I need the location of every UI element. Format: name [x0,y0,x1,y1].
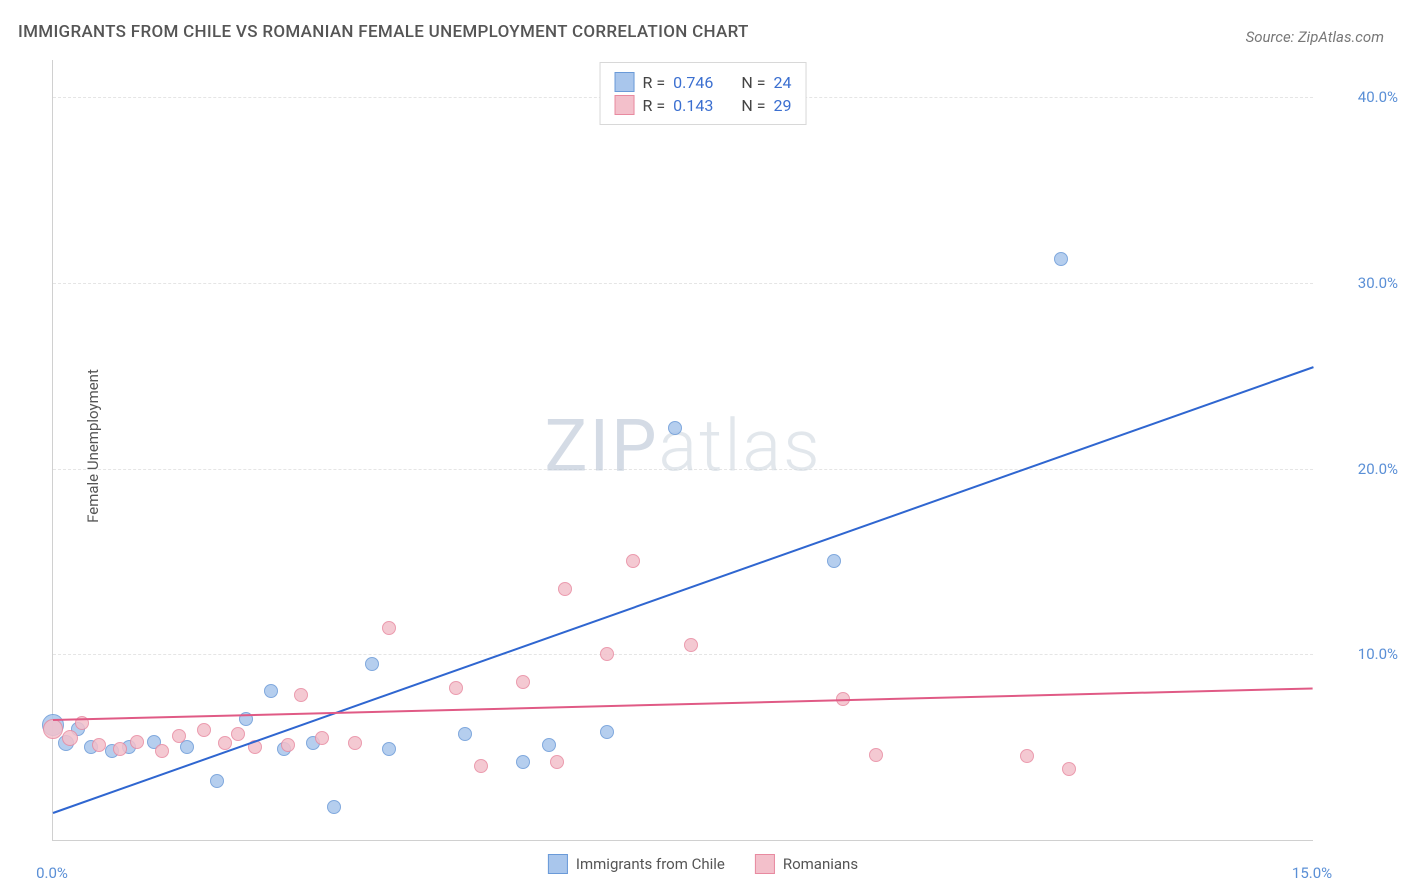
data-point [264,684,278,698]
data-point [281,738,295,752]
data-point [180,740,194,754]
data-point [210,774,224,788]
gridline [53,654,1313,655]
data-point [197,723,211,737]
legend-row-chile: R = 0.746 N = 24 [615,72,792,92]
legend-item-romanians: Romanians [755,854,858,874]
data-point [516,755,530,769]
data-point [558,582,572,596]
data-point [550,755,564,769]
data-point [684,638,698,652]
data-point [382,742,396,756]
x-tick-label: 15.0% [1292,864,1332,882]
trendline-romanians [53,688,1313,722]
data-point [92,738,106,752]
legend-swatch-chile [615,72,635,92]
data-point [458,727,472,741]
data-point [1020,749,1034,763]
data-point [43,719,63,739]
data-point [155,744,169,758]
chart-title: IMMIGRANTS FROM CHILE VS ROMANIAN FEMALE… [18,22,749,42]
r-label-1: R = [643,73,666,92]
legend-series: Immigrants from Chile Romanians [548,854,858,874]
watermark-rest: atlas [659,403,822,488]
n-label-2: N = [741,96,765,115]
data-point [668,421,682,435]
r-value-1: 0.746 [673,73,713,92]
y-tick-label: 40.0% [1358,88,1398,106]
data-point [1054,252,1068,266]
n-value-2: 29 [773,96,791,115]
watermark-zip: ZIP [544,403,658,488]
gridline [53,469,1313,470]
data-point [542,738,556,752]
data-point [62,730,78,746]
data-point [382,621,396,635]
chart-container: IMMIGRANTS FROM CHILE VS ROMANIAN FEMALE… [0,0,1406,892]
data-point [600,647,614,661]
trendline-chile [53,366,1314,814]
legend-row-romanians: R = 0.143 N = 29 [615,95,792,115]
data-point [348,736,362,750]
n-label-1: N = [741,73,765,92]
data-point [294,688,308,702]
n-value-1: 24 [773,73,791,92]
data-point [600,725,614,739]
data-point [315,731,329,745]
data-point [327,800,341,814]
legend-item-chile: Immigrants from Chile [548,854,725,874]
data-point [474,759,488,773]
legend-bottom-label-romanians: Romanians [783,855,858,873]
plot-area: ZIPatlas [52,60,1313,841]
data-point [869,748,883,762]
data-point [827,554,841,568]
legend-swatch-romanians [615,95,635,115]
legend-correlation: R = 0.746 N = 24 R = 0.143 N = 29 [600,62,807,125]
gridline [53,283,1313,284]
data-point [626,554,640,568]
data-point [231,727,245,741]
legend-bottom-label-chile: Immigrants from Chile [576,855,725,873]
data-point [516,675,530,689]
data-point [365,657,379,671]
source-attribution: Source: ZipAtlas.com [1246,28,1384,46]
y-tick-label: 30.0% [1358,274,1398,292]
y-tick-label: 10.0% [1358,645,1398,663]
data-point [449,681,463,695]
r-label-2: R = [643,96,666,115]
r-value-2: 0.143 [673,96,713,115]
data-point [130,735,144,749]
watermark: ZIPatlas [544,403,821,488]
data-point [113,742,127,756]
data-point [172,729,186,743]
x-tick-label: 0.0% [36,864,68,882]
data-point [1062,762,1076,776]
y-tick-label: 20.0% [1358,460,1398,478]
legend-bottom-swatch-romanians [755,854,775,874]
legend-bottom-swatch-chile [548,854,568,874]
